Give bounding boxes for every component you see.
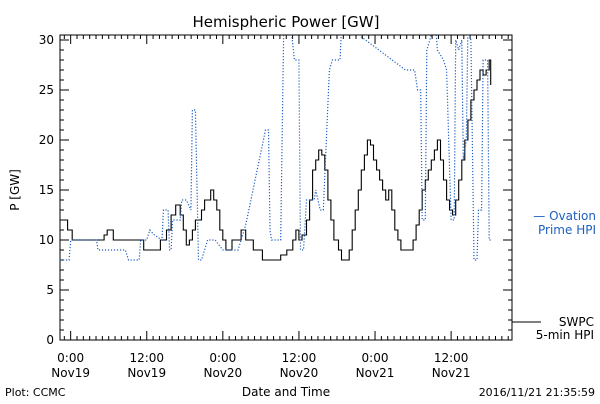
footer-left: Plot: CCMC [5,386,66,399]
x-axis: 0:00Nov1912:00Nov190:00Nov2012:00Nov200:… [51,35,509,380]
x-tick-date-label: Nov20 [280,366,319,380]
x-tick-time-label: 12:00 [282,351,317,365]
x-axis-title: Date and Time [242,385,330,399]
x-tick-time-label: 0:00 [362,351,389,365]
x-tick-date-label: Nov21 [432,366,471,380]
x-tick-time-label: 0:00 [209,351,236,365]
y-tick-label: 10 [39,233,54,247]
y-axis-title: P [GW] [8,169,22,211]
y-tick-label: 5 [46,283,54,297]
legend-swpc-line1: SWPC [559,315,594,329]
series-swpc-line [60,59,492,261]
footer-right: 2016/11/21 21:35:59 [479,386,595,399]
legend-swpc-line2: 5-min HPI [536,328,594,342]
y-tick-label: 0 [46,333,54,347]
x-tick-date-label: Nov21 [356,366,395,380]
legend-ovation: — Ovation Prime HPI [533,209,596,237]
y-tick-label: 20 [39,133,54,147]
y-tick-label: 25 [39,83,54,97]
chart-title: Hemispheric Power [GW] [193,13,380,31]
y-tick-label: 15 [39,183,54,197]
x-tick-date-label: Nov20 [203,366,242,380]
x-tick-time-label: 12:00 [434,351,469,365]
y-axis: 0 5 10 15 20 25 30 [39,33,512,347]
x-tick-date-label: Nov19 [127,366,166,380]
y-tick-label: 30 [39,33,54,47]
legend-ovation-line1: — Ovation [533,209,596,223]
legend-ovation-line2: Prime HPI [538,223,596,237]
x-tick-time-label: 12:00 [129,351,164,365]
x-tick-time-label: 0:00 [57,351,84,365]
x-tick-date-label: Nov19 [51,366,90,380]
legend-swpc: SWPC 5-min HPI [512,315,594,342]
series-layer [60,35,492,261]
